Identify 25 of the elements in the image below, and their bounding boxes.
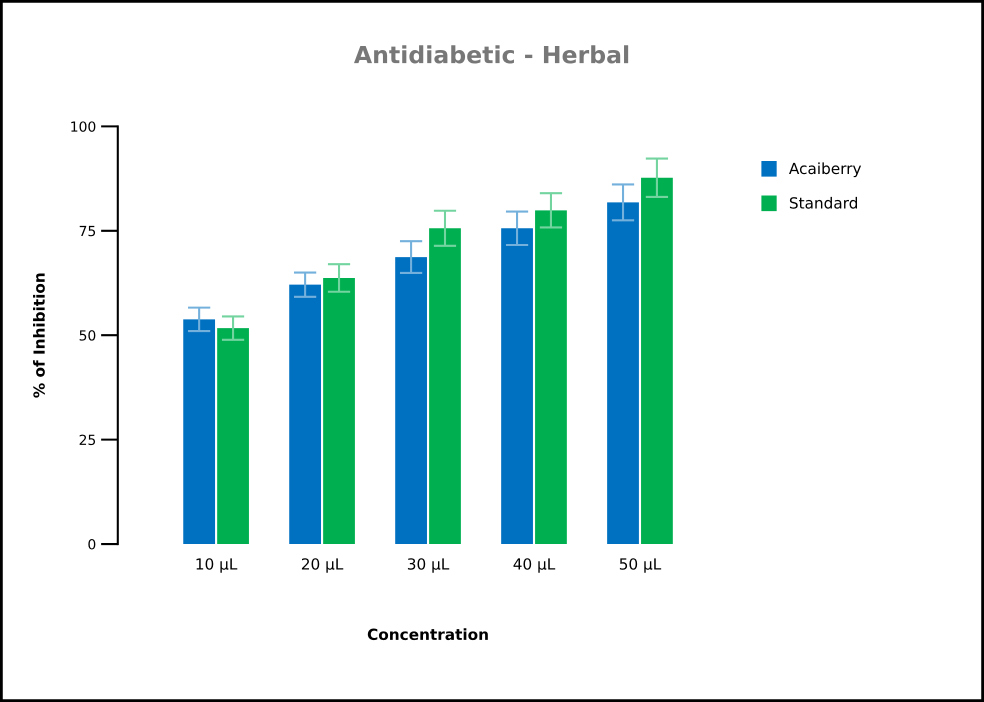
bar: [607, 202, 639, 544]
bar: [323, 278, 355, 544]
y-tick-label: 100: [71, 121, 96, 132]
bar: [501, 228, 533, 544]
bar: [429, 228, 461, 544]
legend-label: Standard: [790, 196, 858, 209]
bar: [183, 319, 216, 544]
bar: [535, 210, 567, 544]
bar: [289, 284, 322, 544]
y-tick-label: 50: [80, 330, 96, 341]
y-axis-title: % of Inhibition: [33, 273, 45, 398]
x-tick-label: 10 µL: [196, 558, 238, 573]
y-tick-label: 25: [80, 434, 96, 446]
bar: [217, 328, 249, 544]
x-tick-label: 40 µL: [513, 558, 556, 573]
bar: [641, 178, 673, 544]
x-tick-label: 20 µL: [302, 558, 344, 573]
bar: [395, 257, 427, 544]
x-tick-label: 30 µL: [408, 558, 450, 573]
chart-title: Antidiabetic - Herbal: [354, 45, 628, 64]
x-axis-title: Concentration: [368, 628, 488, 640]
y-tick-label: 0: [88, 539, 96, 550]
x-tick-label: 50 µL: [620, 558, 662, 573]
y-tick-label: 75: [80, 226, 96, 236]
legend-label: Acaiberry: [789, 162, 862, 178]
